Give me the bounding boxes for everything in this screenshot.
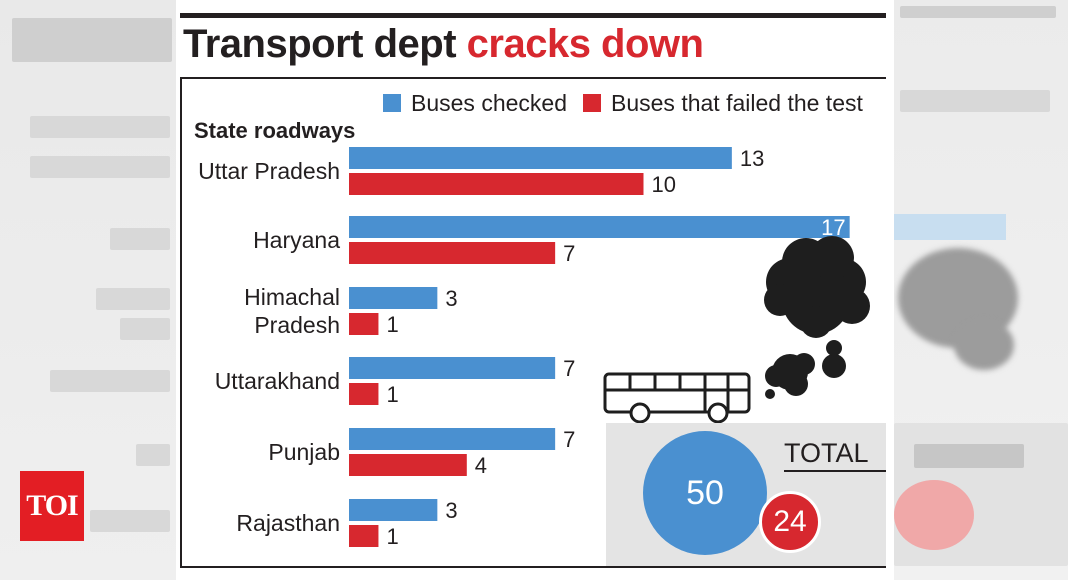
bar-failed (349, 383, 379, 405)
ghost-cloud (954, 320, 1014, 370)
ghost-bar (894, 214, 1006, 240)
smoke-puff (765, 389, 775, 399)
total-checked-value: 50 (686, 473, 724, 512)
bar-checked (349, 357, 556, 379)
data-label-checked: 13 (740, 146, 764, 171)
legend-swatch-failed (583, 94, 601, 112)
data-label-checked: 17 (821, 215, 845, 240)
ghost-line (120, 318, 170, 340)
toi-logo: TOI (20, 471, 84, 541)
category-label: Uttar Pradesh (198, 158, 340, 184)
data-label-failed: 1 (386, 524, 398, 549)
smoke-puff (834, 288, 870, 324)
data-label-failed: 4 (475, 453, 487, 478)
category-label-line: Himachal (244, 284, 340, 310)
ghost-line (30, 156, 170, 178)
legend-label-failed: Buses that failed the test (611, 89, 863, 116)
bus-icon (603, 372, 751, 424)
smoke-puff (800, 306, 832, 338)
total-failed-value: 24 (773, 505, 807, 538)
ghost-rule (900, 6, 1056, 18)
bottom-rule (180, 566, 886, 568)
data-label-failed: 10 (652, 172, 676, 197)
bar-failed (349, 242, 556, 264)
bar-checked (349, 216, 850, 238)
background-right-blur (894, 0, 1068, 580)
data-label-failed: 1 (386, 382, 398, 407)
category-label: Punjab (268, 439, 340, 465)
data-label-failed: 7 (563, 241, 575, 266)
ghost-line (914, 444, 1024, 468)
bar-checked (349, 428, 556, 450)
data-label-checked: 3 (445, 498, 457, 523)
ghost-line (110, 228, 170, 250)
bar-failed (349, 525, 379, 547)
total-failed-circle: 24 (759, 491, 821, 553)
ghost-line (136, 444, 170, 466)
total-rule (784, 470, 886, 472)
ghost-line (90, 510, 170, 532)
smoke-puff (764, 284, 796, 316)
ghost-headline (12, 18, 172, 62)
headline: Transport dept cracks down (183, 22, 704, 67)
bar-failed (349, 454, 467, 476)
bar-checked (349, 147, 732, 169)
smoke-cloud-icon (764, 236, 870, 399)
smoke-puff (822, 354, 846, 378)
bar-failed (349, 173, 644, 195)
bus-icon-part (707, 402, 729, 424)
bus-icon-part (629, 402, 651, 424)
ghost-line (96, 288, 170, 310)
headline-part-2: cracks down (466, 22, 704, 66)
top-rule (180, 13, 886, 18)
smoke-puff (793, 353, 815, 375)
ghost-circle (894, 480, 974, 550)
legend-swatch-checked (383, 94, 401, 112)
headline-part-1: Transport dept (183, 22, 467, 66)
ghost-line (50, 370, 170, 392)
data-label-failed: 1 (386, 312, 398, 337)
category-label: Rajasthan (236, 510, 340, 536)
ghost-line (30, 116, 170, 138)
legend-label-checked: Buses checked (411, 89, 567, 116)
smoke-puff (826, 340, 842, 356)
category-label-line: Pradesh (254, 312, 340, 338)
bar-checked (349, 499, 438, 521)
data-label-checked: 3 (445, 286, 457, 311)
bus-icon-part (603, 372, 751, 414)
chart-subtitle: State roadways (194, 118, 356, 143)
category-label: Himachal Pradesh (244, 284, 340, 338)
category-label: Haryana (253, 227, 340, 253)
headline-rule (180, 77, 886, 79)
frame-left-border (180, 79, 182, 566)
total-checked-circle: 50 (643, 431, 767, 555)
total-label: TOTAL (784, 438, 869, 468)
smoke-puff (810, 236, 854, 280)
data-label-checked: 7 (563, 427, 575, 452)
bar-checked (349, 287, 438, 309)
ghost-line (900, 90, 1050, 112)
legend-item-checked: Buses checked (383, 90, 567, 116)
bar-failed (349, 313, 379, 335)
legend-item-failed: Buses that failed the test (583, 90, 863, 116)
smoke-puff (765, 365, 787, 387)
toi-logo-text: TOI (26, 489, 78, 522)
smoke-puff (784, 372, 808, 396)
category-label: Uttarakhand (215, 368, 340, 394)
data-label-checked: 7 (563, 356, 575, 381)
